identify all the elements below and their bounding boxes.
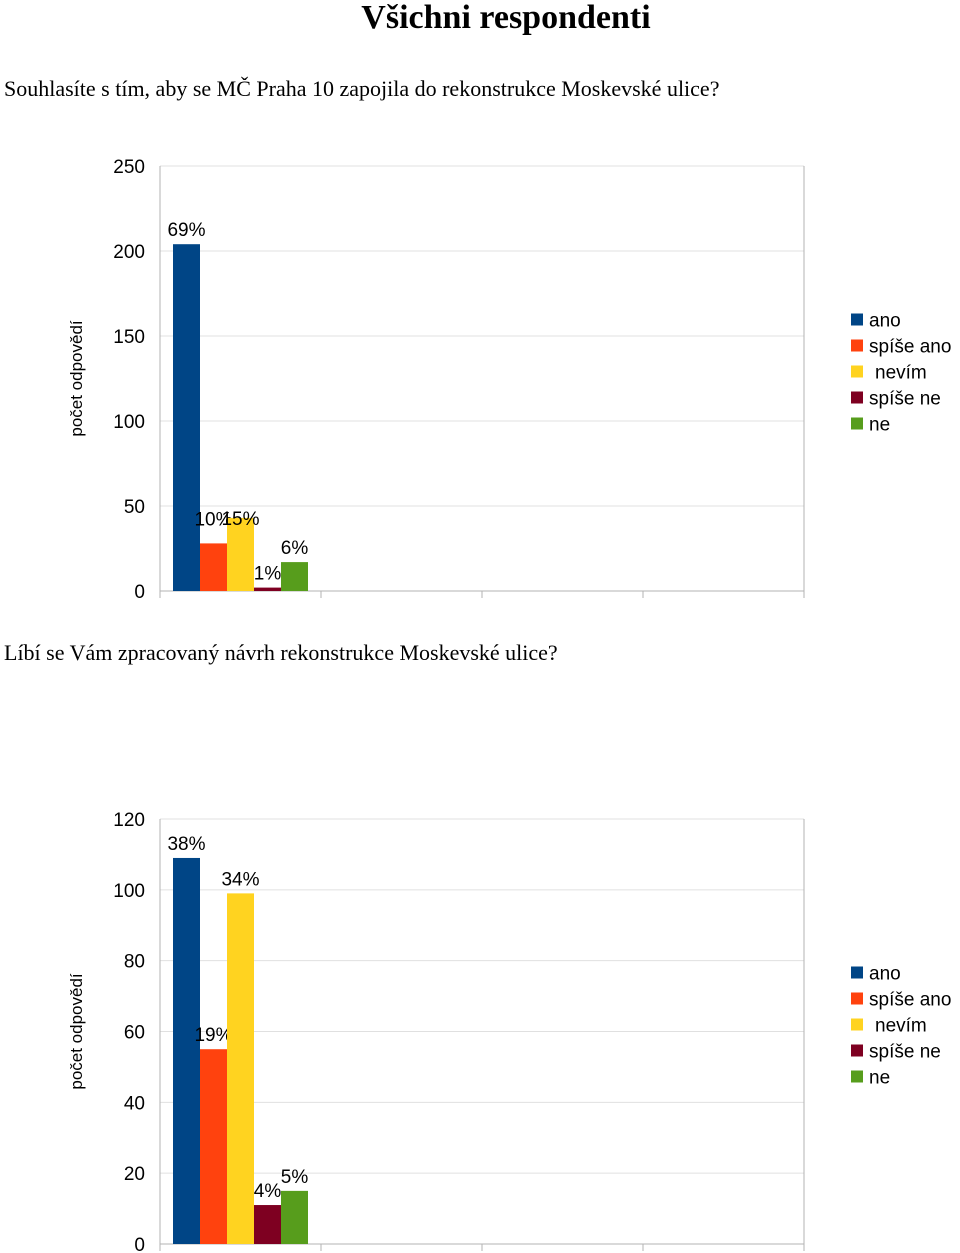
chart2-legend-label: ne	[869, 1068, 890, 1089]
chart1-data-label: 10%	[194, 509, 232, 530]
chart1-bar-spise-ano	[200, 543, 227, 591]
chart-1: 0 50 100 150 200 250 počet odpovědí 69% 10%15% 1%…	[67, 157, 951, 603]
chart2-bar-ano	[173, 857, 200, 1244]
chart2-bar-spise-ano	[200, 1049, 227, 1244]
chart2-legend-swatch	[851, 1044, 863, 1057]
chart1-y-tick-label: 50	[124, 497, 145, 518]
question-2-text: Líbí se Vám zpracovaný návrh rekonstrukc…	[4, 640, 558, 665]
chart2-y-tick-label: 60	[124, 1023, 145, 1044]
chart1-legend-swatch	[851, 313, 863, 326]
chart2-legend-label: ano	[869, 964, 901, 985]
chart2-y-axis-title: počet odpovědí	[67, 973, 86, 1090]
page-title: Všichni respondenti	[361, 0, 651, 36]
chart1-y-tick-label: 250	[113, 157, 145, 178]
chart2-data-label: 19%	[194, 1025, 232, 1046]
chart1-data-label: 69%	[167, 220, 205, 241]
chart2-data-label: 34%	[221, 869, 259, 890]
chart1-bar-ano	[173, 244, 200, 591]
chart2-data-label: 5%	[281, 1167, 309, 1188]
chart2-data-label: 38%	[167, 834, 205, 855]
chart-2: 0 20 40 60 80 100 120 počet odpovědí 38% 19% 34% 4%…	[67, 810, 951, 1253]
chart1-y-tick-label: 200	[113, 242, 145, 263]
chart2-legend-label: nevím	[875, 1016, 927, 1037]
chart2-y-tick-label: 20	[124, 1164, 145, 1185]
chart2-legend-swatch	[851, 1018, 863, 1031]
chart1-data-label: 6%	[281, 538, 309, 559]
chart1-legend-label: spíše ne	[869, 389, 941, 410]
chart1-bar-ne	[281, 562, 308, 591]
chart1-legend-swatch	[851, 339, 863, 352]
chart2-y-tick-label: 40	[124, 1093, 145, 1114]
chart2-y-tick-label: 0	[134, 1235, 145, 1253]
chart2-legend-label: spíše ano	[869, 990, 951, 1011]
question-1-text: Souhlasíte s tím, aby se MČ Praha 10 zap…	[4, 76, 720, 101]
chart1-legend-label: spíše ano	[869, 337, 951, 358]
chart2-y-tick-label: 120	[113, 810, 145, 831]
chart1-legend-swatch	[851, 391, 863, 404]
chart1-y-tick-label: 150	[113, 327, 145, 348]
chart2-y-tick-label: 80	[124, 952, 145, 973]
chart2-legend-swatch	[851, 992, 863, 1005]
chart2-legend-swatch	[851, 1070, 863, 1083]
chart1-legend-swatch	[851, 417, 863, 430]
chart1-legend-label: ano	[869, 311, 901, 332]
chart2-bar-spise-ne	[254, 1205, 281, 1244]
chart1-data-label: 15%	[221, 509, 259, 530]
chart1-y-tick-label: 100	[113, 412, 145, 433]
chart2-bar-nevim	[227, 893, 254, 1244]
chart1-data-label: 1%	[254, 564, 282, 585]
chart2-y-tick-label: 100	[113, 881, 145, 902]
chart2-legend-swatch	[851, 966, 863, 979]
chart2-legend-label: spíše ne	[869, 1042, 941, 1063]
chart1-bar-spise-ne	[254, 587, 281, 591]
chart1-y-tick-label: 0	[134, 582, 145, 603]
chart1-legend-swatch	[851, 365, 863, 378]
chart1-bar-nevim	[227, 517, 254, 591]
chart1-y-axis-title: počet odpovědí	[67, 320, 86, 437]
chart1-legend-label: ne	[869, 415, 890, 436]
chart1-legend-label: nevím	[875, 363, 927, 384]
chart2-data-label: 4%	[254, 1181, 282, 1202]
chart2-bar-ne	[281, 1190, 308, 1244]
